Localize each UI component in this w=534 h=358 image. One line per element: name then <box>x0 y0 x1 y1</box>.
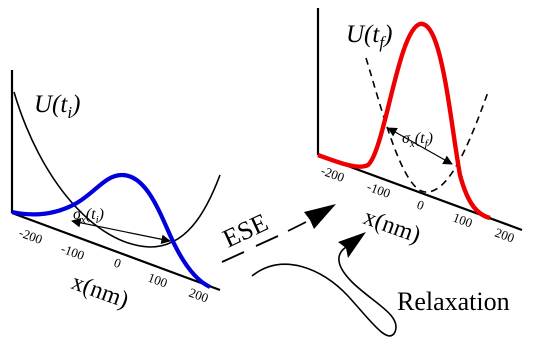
right-panel: U(tf) σx(tf) -200 -100 0 100 200 x(nm) <box>316 8 523 249</box>
left-tick-label: -200 <box>17 225 45 247</box>
left-wavefunction-curve <box>11 172 211 289</box>
ese-arrow <box>221 204 336 263</box>
right-tick-label: -100 <box>365 179 393 201</box>
left-x-axis-label: x(nm) <box>68 269 132 313</box>
left-tick-label: 200 <box>187 285 210 306</box>
relaxation-arrow <box>251 243 397 337</box>
left-tick-label: 0 <box>112 255 123 271</box>
transition-group: ESE Relaxation <box>218 204 510 337</box>
left-baseline-axis <box>11 211 221 292</box>
left-panel: U(ti) σx(ti) -200 -100 0 100 200 x(nm) <box>10 70 221 314</box>
right-x-axis-label: x(nm) <box>360 204 424 248</box>
left-width-arrow <box>71 218 171 244</box>
relaxation-label: Relaxation <box>397 287 510 316</box>
right-tick-label: -200 <box>319 163 347 185</box>
right-potential-curve <box>365 57 489 193</box>
right-width-label: σx(tf) <box>402 130 433 150</box>
ese-label: ESE <box>218 208 272 254</box>
right-tick-label: 200 <box>493 225 516 246</box>
left-tick-label: 100 <box>146 270 169 291</box>
right-width-arrow <box>387 127 453 165</box>
left-potential-curve <box>13 91 221 248</box>
ese-arrow-head <box>304 204 336 229</box>
left-tick-label: -100 <box>59 241 87 263</box>
left-potential-label: U(ti) <box>34 91 80 122</box>
left-width-label: σx(ti) <box>73 206 104 226</box>
right-tick-label: 0 <box>415 197 426 213</box>
right-potential-label: U(tf) <box>346 21 392 52</box>
right-wavefunction-curve <box>317 21 491 221</box>
right-tick-label: 100 <box>451 210 474 231</box>
relaxation-arrow-head <box>338 232 366 258</box>
